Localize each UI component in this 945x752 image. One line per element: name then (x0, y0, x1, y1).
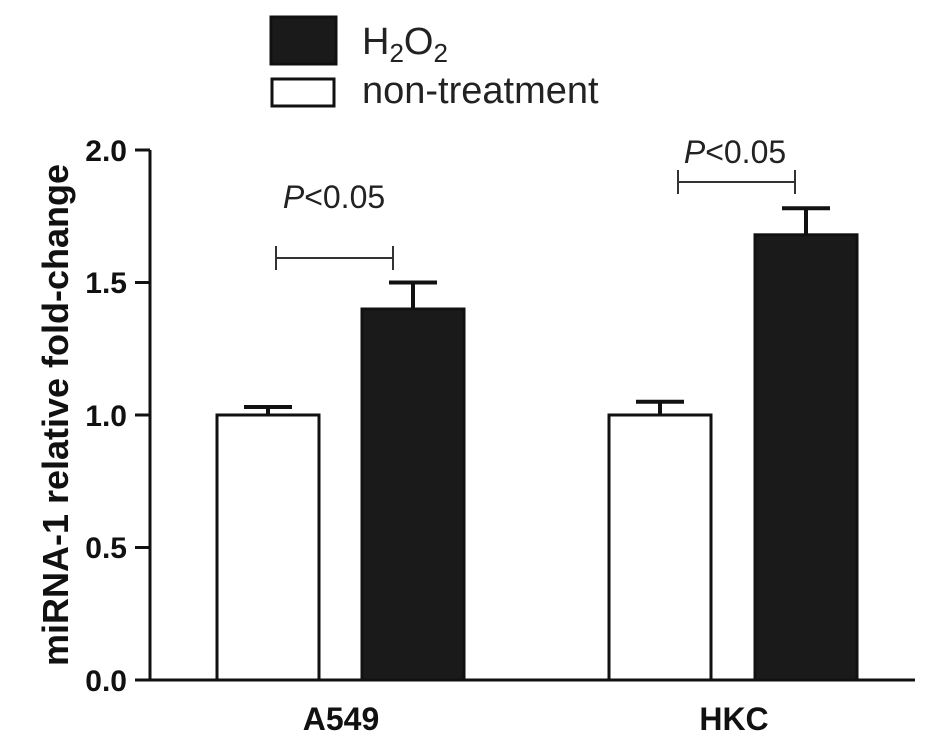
y-tick-label-2: 1.0 (85, 400, 127, 433)
bar-a549-h2o2 (360, 307, 466, 682)
legend-label-h2o2: H2O2 (362, 21, 448, 68)
bar-hkc-non-treatment (607, 413, 713, 682)
x-category-label-hkc: HKC (699, 701, 768, 737)
chart-marks (215, 170, 859, 682)
legend-swatch-non-treatment (270, 77, 336, 108)
p-value-annotation-hkc: P<0.05 (684, 134, 786, 170)
y-tick-label-3: 1.5 (85, 267, 127, 300)
y-axis-label: miRNA-1 relative fold-change (35, 164, 76, 666)
y-ticks: 0.0 0.5 1.0 1.5 2.0 (85, 135, 150, 698)
bar-hkc-h2o2 (753, 233, 859, 682)
x-category-label-a549: A549 (303, 701, 380, 737)
legend: H2O2 non-treatment (269, 15, 599, 112)
y-tick-label-0: 0.0 (85, 665, 127, 698)
y-tick-label-1: 0.5 (85, 532, 127, 565)
legend-swatch-h2o2 (269, 15, 338, 66)
bar-a549-non-treatment (215, 413, 321, 682)
legend-label-non-treatment: non-treatment (362, 70, 599, 112)
p-value-annotation-a549: P<0.05 (283, 179, 385, 215)
y-tick-label-4: 2.0 (85, 135, 127, 168)
